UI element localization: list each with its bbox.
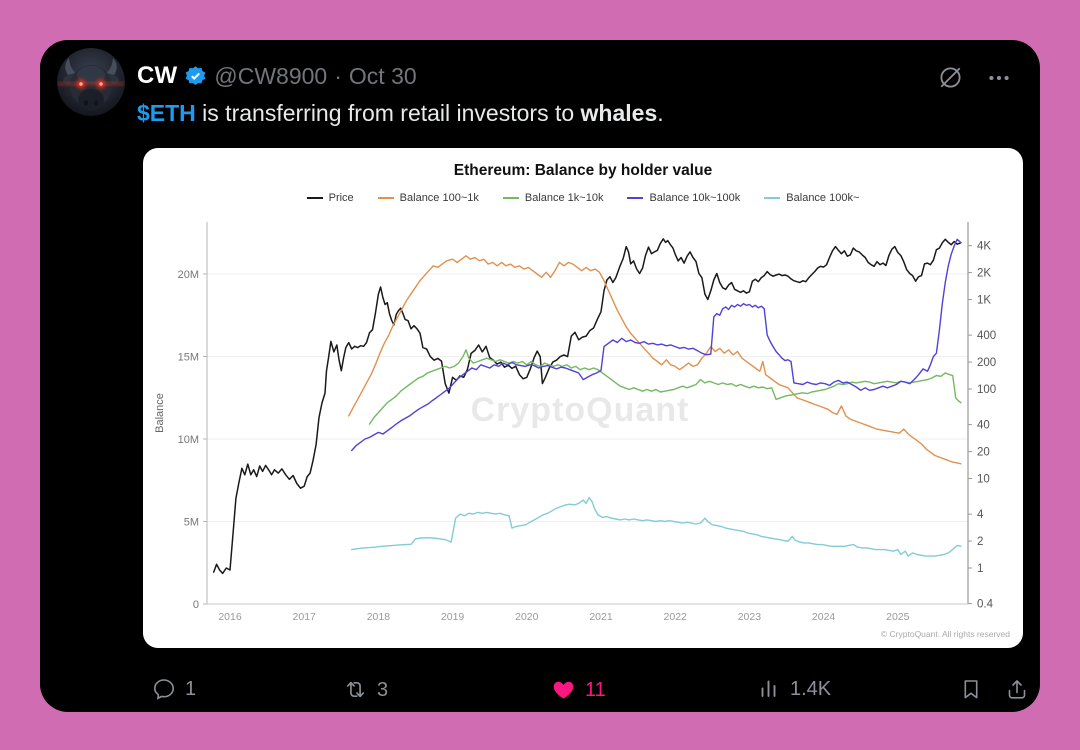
svg-text:2024: 2024 xyxy=(812,611,836,623)
svg-text:100: 100 xyxy=(977,384,996,396)
like-count: 11 xyxy=(585,678,606,701)
svg-text:CryptoQuant: CryptoQuant xyxy=(471,391,690,429)
bull-avatar-image xyxy=(57,48,125,116)
view-count: 1.4K xyxy=(790,678,832,700)
analytics-bars-icon xyxy=(757,677,781,701)
legend-dash xyxy=(764,197,781,199)
handle-text: @CW8900 xyxy=(214,62,328,89)
svg-text:1K: 1K xyxy=(977,295,991,307)
tweet-text-period: . xyxy=(657,100,664,126)
svg-text:2022: 2022 xyxy=(664,611,688,623)
svg-text:2023: 2023 xyxy=(738,611,762,623)
cashtag-link[interactable]: $ETH xyxy=(137,100,196,126)
tweet-text-mid: is transferring from retail investors to xyxy=(195,100,581,126)
display-name[interactable]: CW xyxy=(137,62,178,89)
dot-separator: · xyxy=(334,62,342,89)
grok-icon[interactable] xyxy=(937,64,964,91)
legend-item: Balance 10k~100k xyxy=(627,192,740,204)
legend-label: Balance 100k~ xyxy=(786,192,860,204)
heart-icon xyxy=(551,677,576,702)
legend-dash xyxy=(377,197,394,199)
legend-label: Balance 100~1k xyxy=(399,192,479,204)
legend-label: Balance 1k~10k xyxy=(524,192,604,204)
svg-text:2: 2 xyxy=(977,536,983,548)
legend-label: Balance 10k~100k xyxy=(649,192,741,204)
svg-text:2018: 2018 xyxy=(367,611,391,623)
svg-text:2019: 2019 xyxy=(441,611,465,623)
bookmark-button[interactable] xyxy=(959,677,983,701)
svg-text:20: 20 xyxy=(977,447,990,459)
tweet-date[interactable]: Oct 30 xyxy=(348,62,417,89)
share-button[interactable] xyxy=(1005,677,1029,701)
repost-icon xyxy=(343,677,368,702)
user-handle[interactable]: @CW8900 · Oct 30 xyxy=(214,63,416,90)
tweet-text: $ETH is transferring from retail investo… xyxy=(137,98,664,128)
svg-text:4: 4 xyxy=(977,509,984,521)
like-button[interactable]: 11 xyxy=(551,677,606,702)
tweet-action-bar: 1 3 11 xyxy=(40,677,1040,707)
svg-text:10M: 10M xyxy=(178,434,199,446)
reply-button[interactable]: 1 xyxy=(152,677,196,701)
svg-text:© CryptoQuant. All rights rese: © CryptoQuant. All rights reserved xyxy=(881,629,1010,639)
reply-icon xyxy=(152,677,176,701)
svg-text:2016: 2016 xyxy=(218,611,242,623)
svg-text:40: 40 xyxy=(977,420,990,432)
svg-text:20M: 20M xyxy=(178,269,199,281)
svg-text:2021: 2021 xyxy=(589,611,613,623)
legend-dash xyxy=(306,197,323,199)
balance-chart-svg: CryptoQuant05M10M15M20M4K2K1K40020010040… xyxy=(154,222,1010,639)
svg-text:2020: 2020 xyxy=(515,611,539,623)
svg-text:15M: 15M xyxy=(178,352,199,364)
tweet-header: CW @CW8900 · Oct 30 xyxy=(137,62,417,90)
svg-text:Balance: Balance xyxy=(154,393,166,433)
repost-button[interactable]: 3 xyxy=(343,677,388,702)
chart-legend: Price Balance 100~1k Balance 1k~10k Balance… xyxy=(143,192,1023,204)
svg-text:4K: 4K xyxy=(977,241,991,253)
more-menu-button[interactable] xyxy=(986,65,1012,91)
svg-text:0.4: 0.4 xyxy=(977,599,994,611)
svg-text:0: 0 xyxy=(193,599,199,611)
legend-item: Balance 100~1k xyxy=(377,192,479,204)
svg-text:400: 400 xyxy=(977,330,996,342)
svg-text:10: 10 xyxy=(977,474,990,486)
tweet-text-bold: whales xyxy=(580,100,658,126)
repost-count: 3 xyxy=(377,678,389,701)
legend-item: Price xyxy=(306,192,354,204)
avatar[interactable] xyxy=(57,48,125,116)
views-button[interactable]: 1.4K xyxy=(757,677,831,701)
svg-text:2017: 2017 xyxy=(293,611,317,623)
legend-dash xyxy=(627,197,644,199)
svg-text:2025: 2025 xyxy=(886,611,910,623)
legend-dash xyxy=(502,197,519,199)
svg-text:200: 200 xyxy=(977,357,996,369)
bookmark-icon xyxy=(959,677,983,701)
svg-text:2K: 2K xyxy=(977,268,991,280)
share-icon xyxy=(1005,677,1029,701)
svg-text:5M: 5M xyxy=(184,517,199,529)
svg-text:1: 1 xyxy=(977,563,983,575)
legend-label: Price xyxy=(328,192,354,204)
chart-title: Ethereum: Balance by holder value xyxy=(453,162,713,179)
verified-badge-icon xyxy=(184,65,207,88)
legend-item: Balance 1k~10k xyxy=(502,192,604,204)
reply-count: 1 xyxy=(185,678,197,700)
legend-item: Balance 100k~ xyxy=(764,192,859,204)
chart-image[interactable]: Ethereum: Balance by holder value Price B… xyxy=(143,148,1023,648)
tweet-card: CW @CW8900 · Oct 30 $ETH is transferring… xyxy=(40,40,1040,712)
